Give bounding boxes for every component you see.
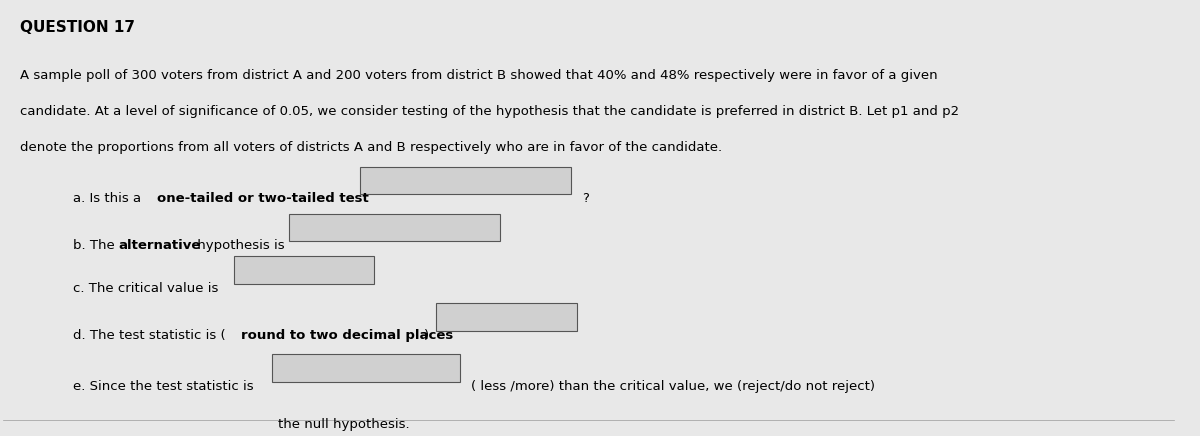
FancyBboxPatch shape: [289, 214, 499, 241]
FancyBboxPatch shape: [360, 167, 570, 194]
Text: QUESTION 17: QUESTION 17: [20, 20, 136, 35]
FancyBboxPatch shape: [437, 303, 577, 330]
Text: d. The test statistic is (: d. The test statistic is (: [73, 329, 226, 341]
Text: ?: ?: [582, 192, 589, 205]
Text: ( less /more) than the critical value, we (reject/do not reject): ( less /more) than the critical value, w…: [472, 380, 875, 393]
Text: c. The critical value is: c. The critical value is: [73, 282, 218, 295]
Text: alternative: alternative: [118, 239, 200, 252]
Text: e. Since the test statistic is: e. Since the test statistic is: [73, 380, 253, 393]
FancyBboxPatch shape: [234, 256, 374, 284]
Text: A sample poll of 300 voters from district A and 200 voters from district B showe: A sample poll of 300 voters from distric…: [20, 69, 938, 82]
Text: one-tailed or two-tailed test: one-tailed or two-tailed test: [157, 192, 368, 205]
Text: hypothesis is: hypothesis is: [193, 239, 284, 252]
Text: candidate. At a level of significance of 0.05, we consider testing of the hypoth: candidate. At a level of significance of…: [20, 105, 960, 118]
FancyBboxPatch shape: [272, 354, 460, 382]
Text: round to two decimal places: round to two decimal places: [240, 329, 452, 341]
Text: the null hypothesis.: the null hypothesis.: [278, 418, 409, 431]
Text: a. Is this a: a. Is this a: [73, 192, 145, 205]
Text: ): ): [424, 329, 430, 341]
Text: b. The: b. The: [73, 239, 119, 252]
Text: denote the proportions from all voters of districts A and B respectively who are: denote the proportions from all voters o…: [20, 141, 722, 154]
